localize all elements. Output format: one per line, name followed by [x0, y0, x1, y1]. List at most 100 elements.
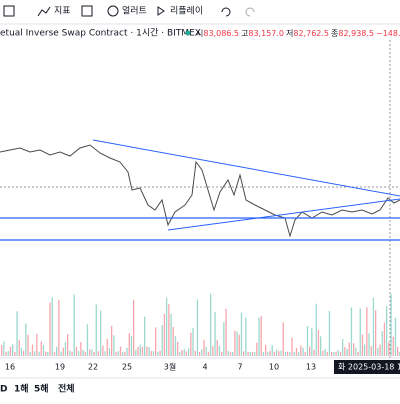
volume-bar [273, 351, 276, 356]
open-label: 시 [196, 29, 203, 38]
volume-bar [60, 351, 62, 356]
volume-bar [130, 335, 133, 356]
volume-bar [265, 344, 267, 356]
volume-bar [82, 349, 84, 356]
volume-bar [128, 333, 130, 356]
icon[interactable] [3, 5, 15, 17]
volume-bar [236, 331, 238, 356]
volume-bar [276, 349, 278, 356]
volume-bar [229, 351, 232, 356]
volume-bar [247, 351, 249, 356]
volume-bar [113, 335, 115, 356]
close-value: 82,938.5 [338, 29, 374, 38]
volume-bar [267, 351, 269, 356]
layout-icon[interactable] [81, 5, 93, 17]
volume-bar [397, 346, 399, 356]
symbol-title: etual Inverse Swap Contract · 1시간 · BITM… [0, 28, 201, 39]
volume-bar [161, 324, 163, 356]
volume-bar [5, 351, 7, 356]
volume-bar [177, 341, 179, 356]
alerts-button[interactable]: 얼러트 [122, 6, 147, 17]
open-value: 83,086.5 [203, 29, 239, 38]
volume-bar [240, 312, 243, 356]
volume-bar [73, 294, 75, 356]
redo-icon[interactable] [245, 7, 255, 17]
volume-bar [108, 348, 111, 356]
volume-bar [339, 351, 342, 356]
volume-bar [111, 325, 113, 356]
volume-bar [53, 351, 56, 356]
volume-bar [163, 314, 166, 356]
volume-bar [174, 336, 177, 356]
volume-bar [251, 351, 254, 356]
volume-bar [104, 351, 106, 356]
status-dot [185, 30, 191, 36]
volume-bar [168, 304, 170, 356]
volume-bar [1, 344, 3, 356]
volume-bar [322, 350, 324, 356]
volume-bar [304, 351, 306, 356]
x-tick-label: 3월 [164, 362, 176, 372]
undo-icon[interactable] [221, 7, 231, 17]
change-value: −148.0 ( [376, 29, 400, 38]
volume-bar [201, 349, 203, 356]
volume-bar [14, 351, 16, 356]
trend-line[interactable] [167, 198, 400, 231]
volume-bar [364, 344, 366, 356]
range-button[interactable]: 1해 [14, 383, 29, 395]
volume-bar [333, 351, 335, 356]
alert-icon[interactable] [107, 5, 119, 17]
volume-bar [40, 341, 42, 356]
volume-bar [71, 351, 73, 356]
volume-bar [245, 317, 247, 356]
volume-bar [234, 330, 236, 356]
volume-bar [348, 342, 350, 356]
crosshair-label-bg [334, 360, 400, 374]
volume-bar [306, 326, 309, 356]
high-value: 83,157.0 [248, 29, 284, 38]
volume-bar [227, 350, 229, 356]
volume-bar [20, 347, 23, 356]
volume-bar [62, 347, 64, 356]
volume-bar [218, 345, 221, 356]
volume-bar [23, 350, 25, 356]
volume-bar [359, 308, 361, 356]
volume-bar [190, 332, 192, 356]
range-button[interactable]: D [0, 385, 7, 395]
volume-bar [117, 351, 119, 356]
volume-bar [357, 351, 359, 356]
volume-bar [216, 339, 218, 356]
replay-icon[interactable] [157, 6, 165, 16]
volume-bar [159, 350, 161, 356]
x-tick-label: 25 [122, 363, 132, 372]
volume-bar [291, 337, 293, 356]
volume-bar [243, 351, 245, 356]
volume-bar [256, 342, 258, 356]
range-button[interactable]: 5해 [34, 383, 49, 395]
volume-bar [324, 349, 326, 356]
indicators-icon[interactable] [37, 6, 51, 17]
volume-bar [249, 351, 251, 356]
volume-bar [232, 351, 234, 356]
volume-bar [47, 351, 49, 356]
crosshair-label: 화 2025-03-18 13:0 [338, 363, 400, 372]
volume-bar [69, 350, 71, 356]
replay-button[interactable]: 리플레이 [170, 6, 203, 17]
volume-bar [383, 322, 386, 356]
volume-bar [284, 351, 287, 356]
volume-bar [122, 351, 124, 356]
volume-bar [36, 333, 38, 356]
volume-bar [56, 346, 58, 356]
volume-bar [64, 342, 67, 356]
indicators-button[interactable]: 지표 [54, 6, 71, 17]
volume-bar [7, 351, 9, 356]
volume-bar [9, 346, 12, 356]
range-button[interactable]: 전체 [58, 383, 75, 395]
volume-bar [155, 327, 157, 356]
volume-bar [368, 333, 370, 356]
volume-bar [75, 346, 78, 356]
volume-bar [119, 346, 122, 356]
trend-line[interactable] [92, 139, 400, 197]
volume-bar [223, 322, 225, 356]
